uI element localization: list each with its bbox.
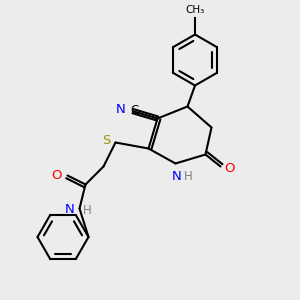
Text: N: N — [65, 202, 75, 216]
Text: N: N — [116, 103, 126, 116]
Text: CH₃: CH₃ — [185, 5, 205, 15]
Text: O: O — [52, 169, 62, 182]
Text: H: H — [82, 203, 91, 217]
Text: C: C — [131, 104, 139, 117]
Text: H: H — [184, 170, 193, 183]
Text: N: N — [172, 170, 182, 183]
Text: O: O — [224, 161, 235, 175]
Text: S: S — [102, 134, 110, 147]
